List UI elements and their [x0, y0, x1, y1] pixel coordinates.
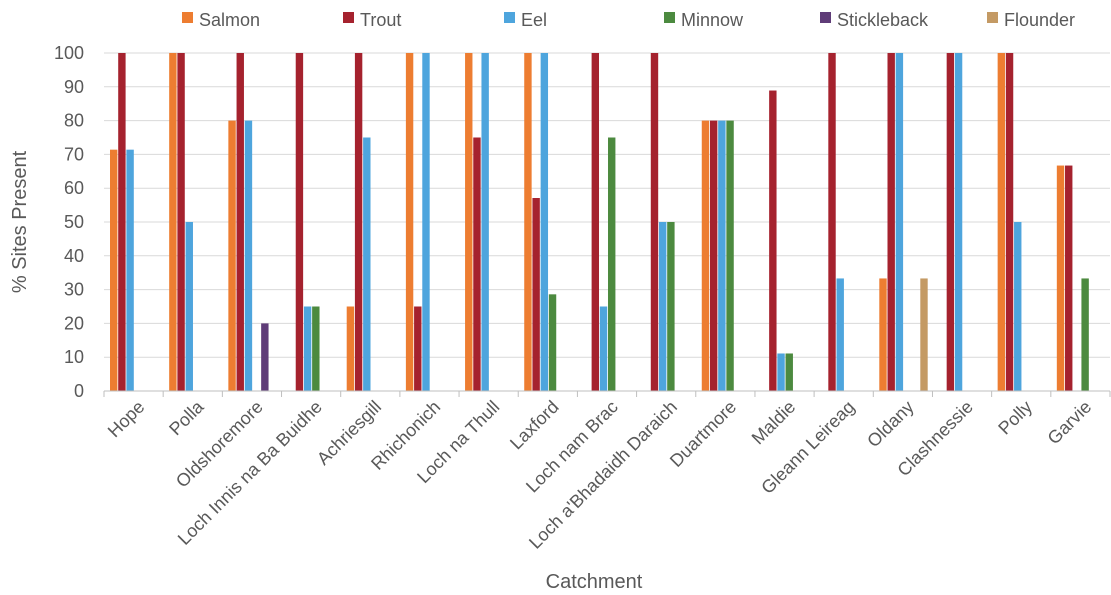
legend-label: Flounder: [1004, 10, 1075, 30]
bar-trout-oldany: [887, 53, 895, 391]
bar-trout-achriesgill: [354, 53, 363, 391]
bar-salmon-hope: [110, 149, 118, 391]
bar-trout-gleann-leireag: [828, 53, 836, 391]
bar-stickleback-oldshoremore: [261, 323, 269, 391]
legend-swatch: [820, 12, 831, 23]
bar-trout-loch-nam-brac: [591, 53, 600, 391]
bar-salmon-achriesgill: [346, 306, 355, 391]
bar-minnow-duartmore: [726, 120, 734, 391]
x-axis-title: Catchment: [546, 571, 643, 593]
bar-eel-rhichonich: [422, 53, 430, 391]
legend-item-trout: Trout: [343, 10, 401, 30]
y-axis-title: % Sites Present: [9, 150, 31, 293]
bar-eel-loch-innis-na-ba-buidhe: [303, 306, 312, 391]
bar-salmon-oldshoremore: [228, 120, 236, 391]
bar-minnow-loch-innis-na-ba-buidhe: [312, 306, 320, 391]
bar-eel-loch-a-bhadaidh-daraich: [658, 222, 667, 391]
bar-trout-maldie: [769, 90, 777, 391]
legend-item-stickleback: Stickleback: [820, 10, 929, 30]
legend-swatch: [987, 12, 998, 23]
bar-eel-polla: [185, 222, 193, 391]
bar-eel-laxford: [540, 53, 549, 391]
y-tick-label: 80: [64, 111, 84, 131]
bar-salmon-polla: [169, 53, 177, 391]
bar-flounder-oldany: [920, 278, 928, 391]
legend-label: Salmon: [199, 10, 260, 30]
bar-eel-hope: [126, 149, 134, 391]
bar-eel-loch-na-thull: [481, 53, 489, 391]
bar-minnow-laxford: [548, 294, 557, 391]
bar-eel-achriesgill: [363, 137, 371, 391]
legend-swatch: [182, 12, 193, 23]
bar-eel-loch-nam-brac: [599, 306, 608, 391]
x-tick-label-garvie: Garvie: [1044, 397, 1096, 449]
x-tick-label-polly: Polly: [994, 397, 1036, 439]
bar-eel-duartmore: [718, 120, 726, 391]
bar-minnow-garvie: [1081, 278, 1089, 391]
x-tick-label-polla: Polla: [165, 396, 208, 439]
bar-trout-hope: [118, 53, 126, 391]
bar-minnow-maldie: [785, 353, 793, 391]
legend: Salmon Trout Eel Minnow Stickleback Flounder: [182, 10, 1075, 30]
bar-trout-garvie: [1065, 165, 1073, 391]
y-tick-label: 90: [64, 77, 84, 97]
bar-salmon-duartmore: [701, 120, 710, 391]
bar-trout-polly: [1005, 53, 1014, 391]
bars: [110, 53, 1089, 391]
bar-salmon-loch-na-thull: [465, 53, 473, 391]
y-tick-label: 50: [64, 212, 84, 232]
bar-trout-oldshoremore: [236, 53, 244, 391]
legend-item-salmon: Salmon: [182, 10, 260, 30]
y-tick-label: 0: [74, 381, 84, 401]
bar-trout-loch-a-bhadaidh-daraich: [650, 53, 659, 391]
x-tick-label-maldie: Maldie: [748, 397, 800, 449]
bar-trout-laxford: [532, 198, 540, 391]
bar-trout-polla: [177, 53, 185, 391]
legend-label: Stickleback: [837, 10, 929, 30]
bar-minnow-loch-a-bhadaidh-daraich: [667, 222, 675, 391]
bar-salmon-garvie: [1056, 165, 1065, 391]
bar-eel-polly: [1014, 222, 1022, 391]
bar-trout-loch-innis-na-ba-buidhe: [295, 53, 304, 391]
legend-label: Eel: [521, 10, 547, 30]
gridlines: [104, 52, 1110, 358]
legend-swatch: [504, 12, 515, 23]
bar-salmon-rhichonich: [405, 53, 414, 391]
legend-item-minnow: Minnow: [664, 10, 744, 30]
bar-eel-gleann-leireag: [836, 278, 844, 391]
legend-swatch: [664, 12, 675, 23]
bar-trout-rhichonich: [414, 306, 422, 391]
x-tick-label-hope: Hope: [104, 397, 149, 442]
y-tick-label: 100: [54, 43, 84, 63]
bar-eel-oldshoremore: [244, 120, 253, 391]
legend-label: Minnow: [681, 10, 744, 30]
x-tick-label-laxford: Laxford: [506, 397, 563, 454]
axes: [103, 390, 1111, 397]
bar-eel-maldie: [777, 353, 785, 391]
bar-trout-clashnessie: [946, 53, 955, 391]
y-tick-label: 10: [64, 347, 84, 367]
bar-salmon-polly: [997, 53, 1006, 391]
bar-trout-duartmore: [709, 120, 718, 391]
legend-label: Trout: [360, 10, 401, 30]
y-tick-label: 60: [64, 178, 84, 198]
y-tick-labels: 0 10 20 30 40 50 60 70 80 90 100: [54, 43, 84, 401]
bar-trout-loch-na-thull: [473, 137, 481, 391]
legend-swatch: [343, 12, 354, 23]
bar-salmon-oldany: [879, 278, 887, 391]
legend-item-eel: Eel: [504, 10, 547, 30]
y-tick-label: 20: [64, 313, 84, 333]
bar-eel-oldany: [895, 53, 904, 391]
x-tick-label-oldany: Oldany: [863, 397, 917, 451]
y-tick-label: 30: [64, 280, 84, 300]
bar-salmon-laxford: [524, 53, 532, 391]
legend-item-flounder: Flounder: [987, 10, 1075, 30]
bar-minnow-loch-nam-brac: [608, 137, 616, 391]
y-tick-label: 40: [64, 246, 84, 266]
bar-eel-clashnessie: [954, 53, 963, 391]
y-tick-label: 70: [64, 144, 84, 164]
